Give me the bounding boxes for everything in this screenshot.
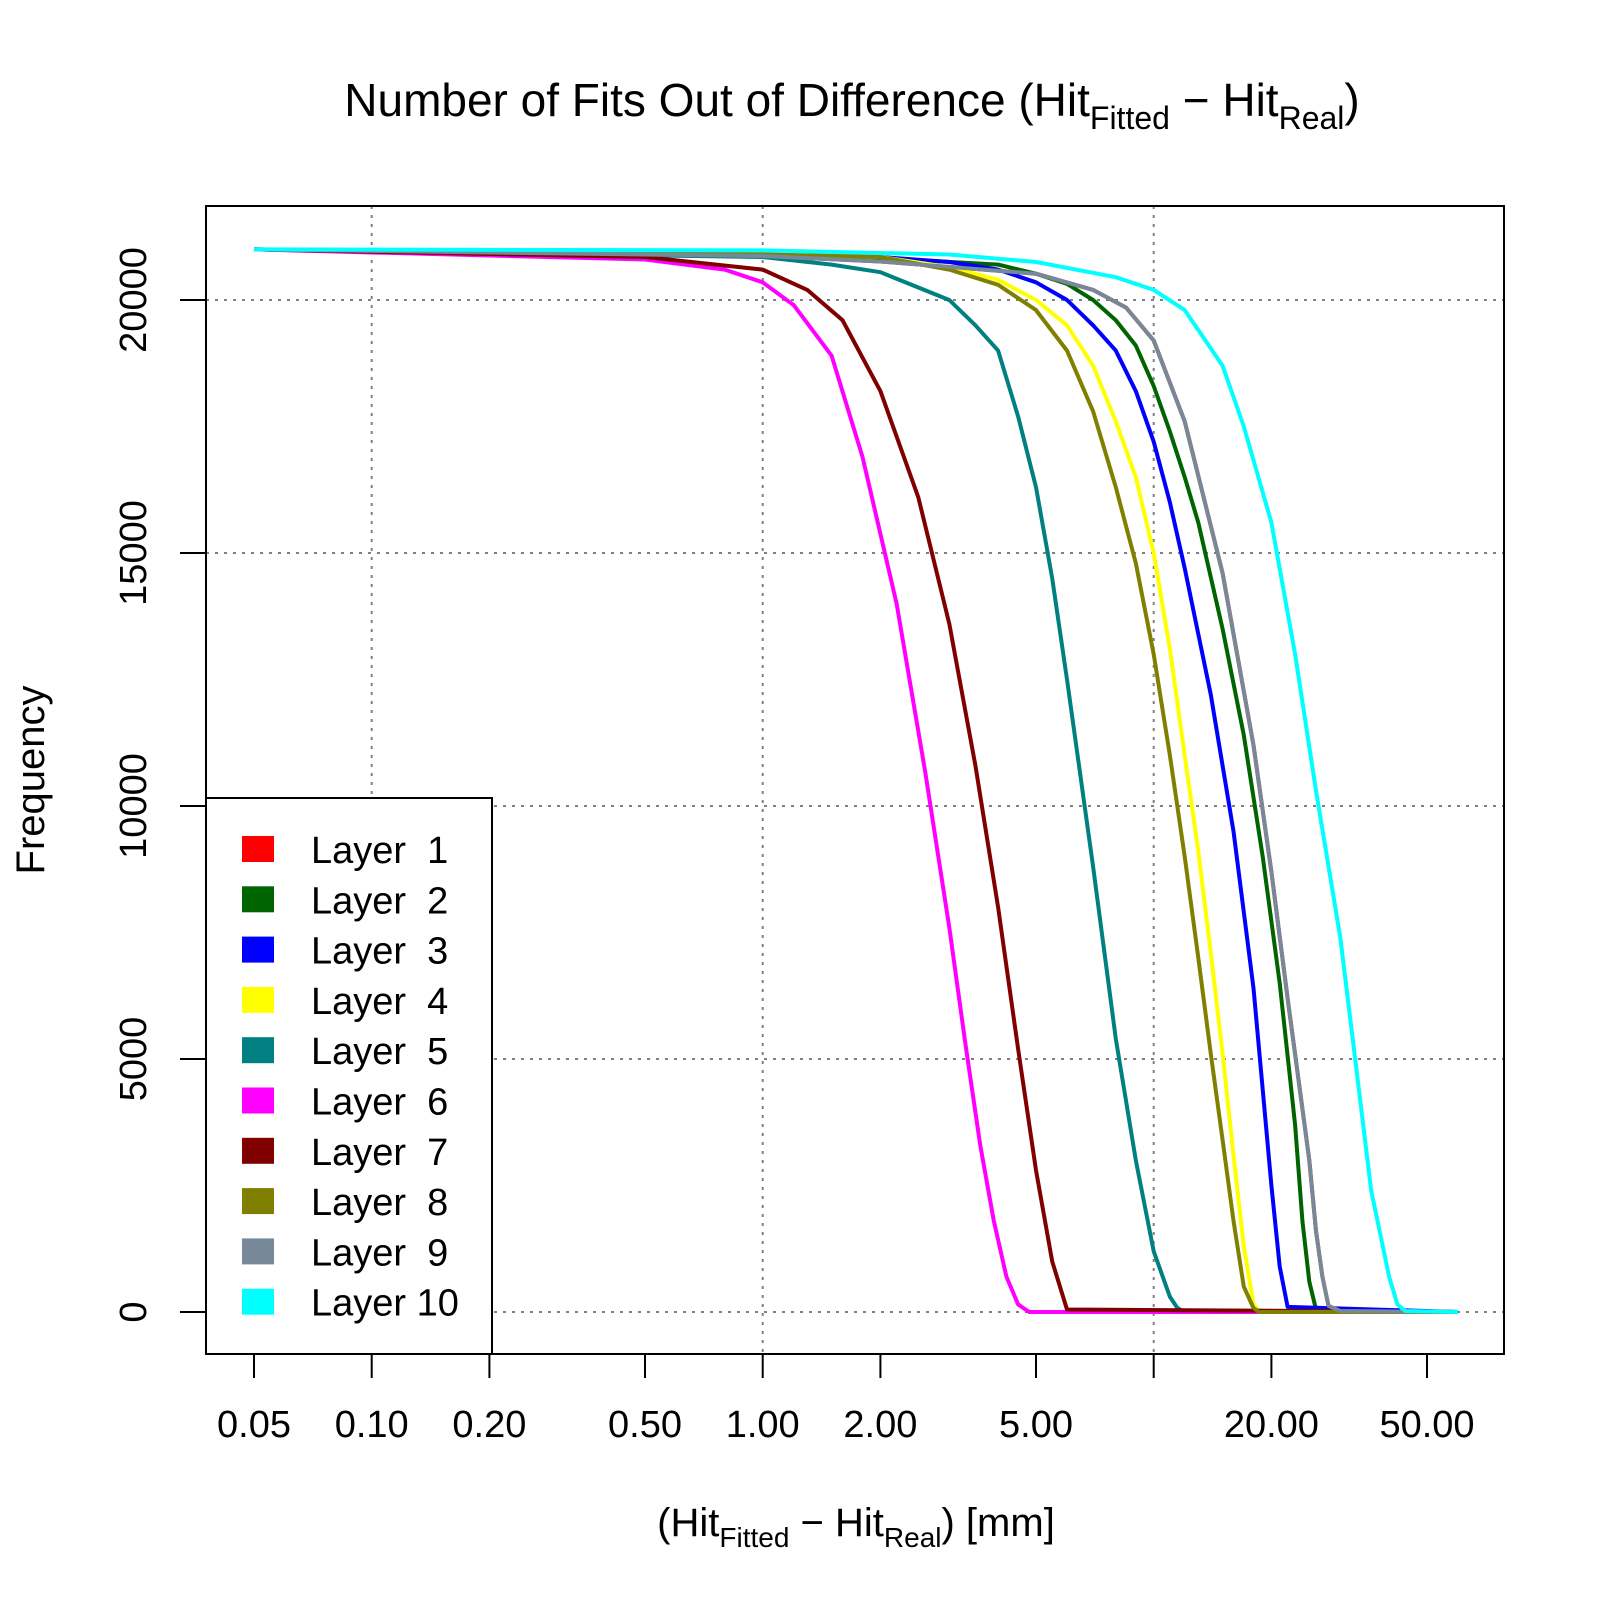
chart-title: Number of Fits Out of Difference (HitFit…: [344, 74, 1359, 136]
x-tick-label: 1.00: [726, 1404, 800, 1446]
series-line: [253, 247, 1459, 1314]
legend-label: Layer 3: [311, 931, 448, 973]
series-line: [253, 247, 1459, 1314]
legend-label: Layer 4: [311, 981, 448, 1023]
series-line: [253, 247, 1459, 1314]
legend-label: Layer 2: [311, 880, 448, 922]
y-tick-label: 0: [113, 1301, 155, 1322]
series-line: [253, 247, 1459, 1314]
x-axis: 0.05 0.10 0.20 0.50 1.00 2.00 5.00 20.00 50.00: [217, 1354, 1475, 1446]
legend-swatch: [242, 1087, 274, 1114]
x-tick-label: 20.00: [1224, 1404, 1319, 1446]
legend-swatch: [242, 1188, 274, 1215]
plot-frame: [205, 205, 1505, 1355]
legend-label: Layer 10: [311, 1283, 459, 1325]
legend-label: Layer 9: [311, 1232, 448, 1274]
legend-label: Layer 6: [311, 1082, 448, 1124]
x-tick-label: 50.00: [1379, 1404, 1474, 1446]
x-tick-label: 0.10: [335, 1404, 409, 1446]
y-tick-label: 15000: [113, 500, 155, 606]
legend-swatch: [242, 886, 274, 913]
legend-swatch: [242, 1037, 274, 1064]
y-tick-label: 5000: [113, 1017, 155, 1102]
legend-swatch: [242, 1238, 274, 1265]
series-group: [253, 247, 1459, 1314]
legend-swatch: [242, 836, 274, 862]
legend-label: Layer 5: [311, 1031, 448, 1073]
x-tick-label: 0.50: [608, 1404, 682, 1446]
y-axis-label: Frequency: [9, 686, 53, 875]
y-axis: 0 5000 10000 15000 20000: [113, 247, 206, 1323]
legend: Layer 1 Layer 2 Layer 3 Layer 4 Layer 5 Layer…: [205, 797, 493, 1355]
x-tick-label: 0.05: [217, 1404, 291, 1446]
series-line: [253, 247, 1458, 1314]
series-line: [253, 247, 1459, 1314]
legend-label: Layer 7: [311, 1132, 448, 1174]
legend-swatch: [242, 936, 274, 963]
legend-swatch: [242, 986, 274, 1013]
x-tick-label: 5.00: [999, 1404, 1073, 1446]
y-tick-label: 20000: [113, 247, 155, 353]
x-tick-label: 2.00: [843, 1404, 917, 1446]
x-axis-label: (HitFitted − HitReal) [mm]: [657, 1501, 1055, 1553]
y-tick-label: 10000: [113, 753, 155, 859]
legend-swatch: [242, 1137, 274, 1164]
legend-swatch: [242, 1288, 274, 1315]
x-tick-label: 0.20: [452, 1404, 526, 1446]
legend-label: Layer 8: [311, 1182, 448, 1224]
legend-label: Layer 1: [311, 830, 448, 872]
series-line: [253, 247, 1459, 1314]
series-line: [253, 247, 1458, 1314]
series-line: [253, 247, 1458, 1314]
